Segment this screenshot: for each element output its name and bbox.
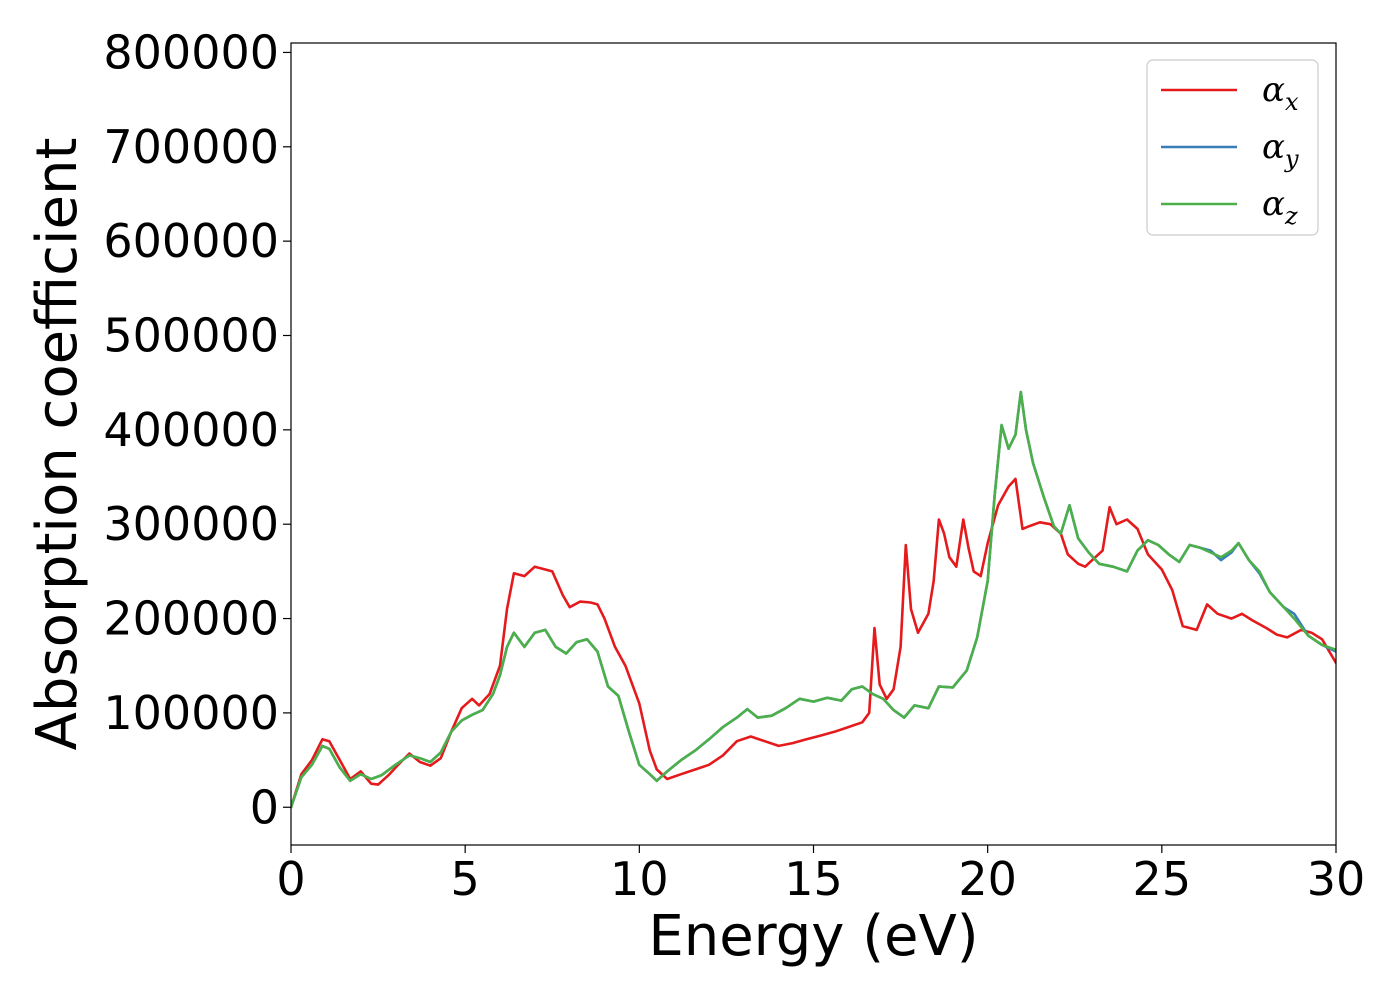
series-layer [291, 390, 1336, 809]
x-tick-label: 30 [1307, 852, 1366, 906]
x-tick-label: 0 [276, 852, 305, 906]
legend-label-y: αy [1262, 127, 1299, 173]
y-tick-label: 500000 [103, 308, 279, 362]
y-tick-label: 700000 [103, 120, 279, 174]
y-axis-ticks: 0 100000 200000 300000 400000 500000 600000 700… [103, 25, 291, 834]
y-tick-label: 600000 [103, 214, 279, 268]
y-tick-label: 200000 [103, 592, 279, 646]
y-axis-title: Absorption coefficient [25, 138, 90, 751]
x-tick-label: 25 [1133, 852, 1192, 906]
legend: αx αy αz [1146, 59, 1319, 236]
x-tick-label: 20 [958, 852, 1017, 906]
series-line-z [291, 390, 1336, 809]
x-tick-label: 15 [784, 852, 843, 906]
x-tick-label: 10 [610, 852, 669, 906]
x-tick-label: 5 [451, 852, 480, 906]
y-tick-label: 0 [250, 780, 279, 834]
y-tick-label: 400000 [103, 403, 279, 457]
y-tick-label: 300000 [103, 497, 279, 551]
series-line-x [291, 477, 1336, 809]
legend-label-x: αx [1262, 70, 1299, 116]
y-tick-label: 800000 [103, 25, 279, 79]
x-axis-title: Energy (eV) [648, 904, 978, 969]
y-tick-label: 100000 [103, 686, 279, 740]
x-axis-ticks: 0 5 10 15 20 25 30 [276, 845, 1365, 906]
legend-label-z: αz [1262, 184, 1298, 230]
